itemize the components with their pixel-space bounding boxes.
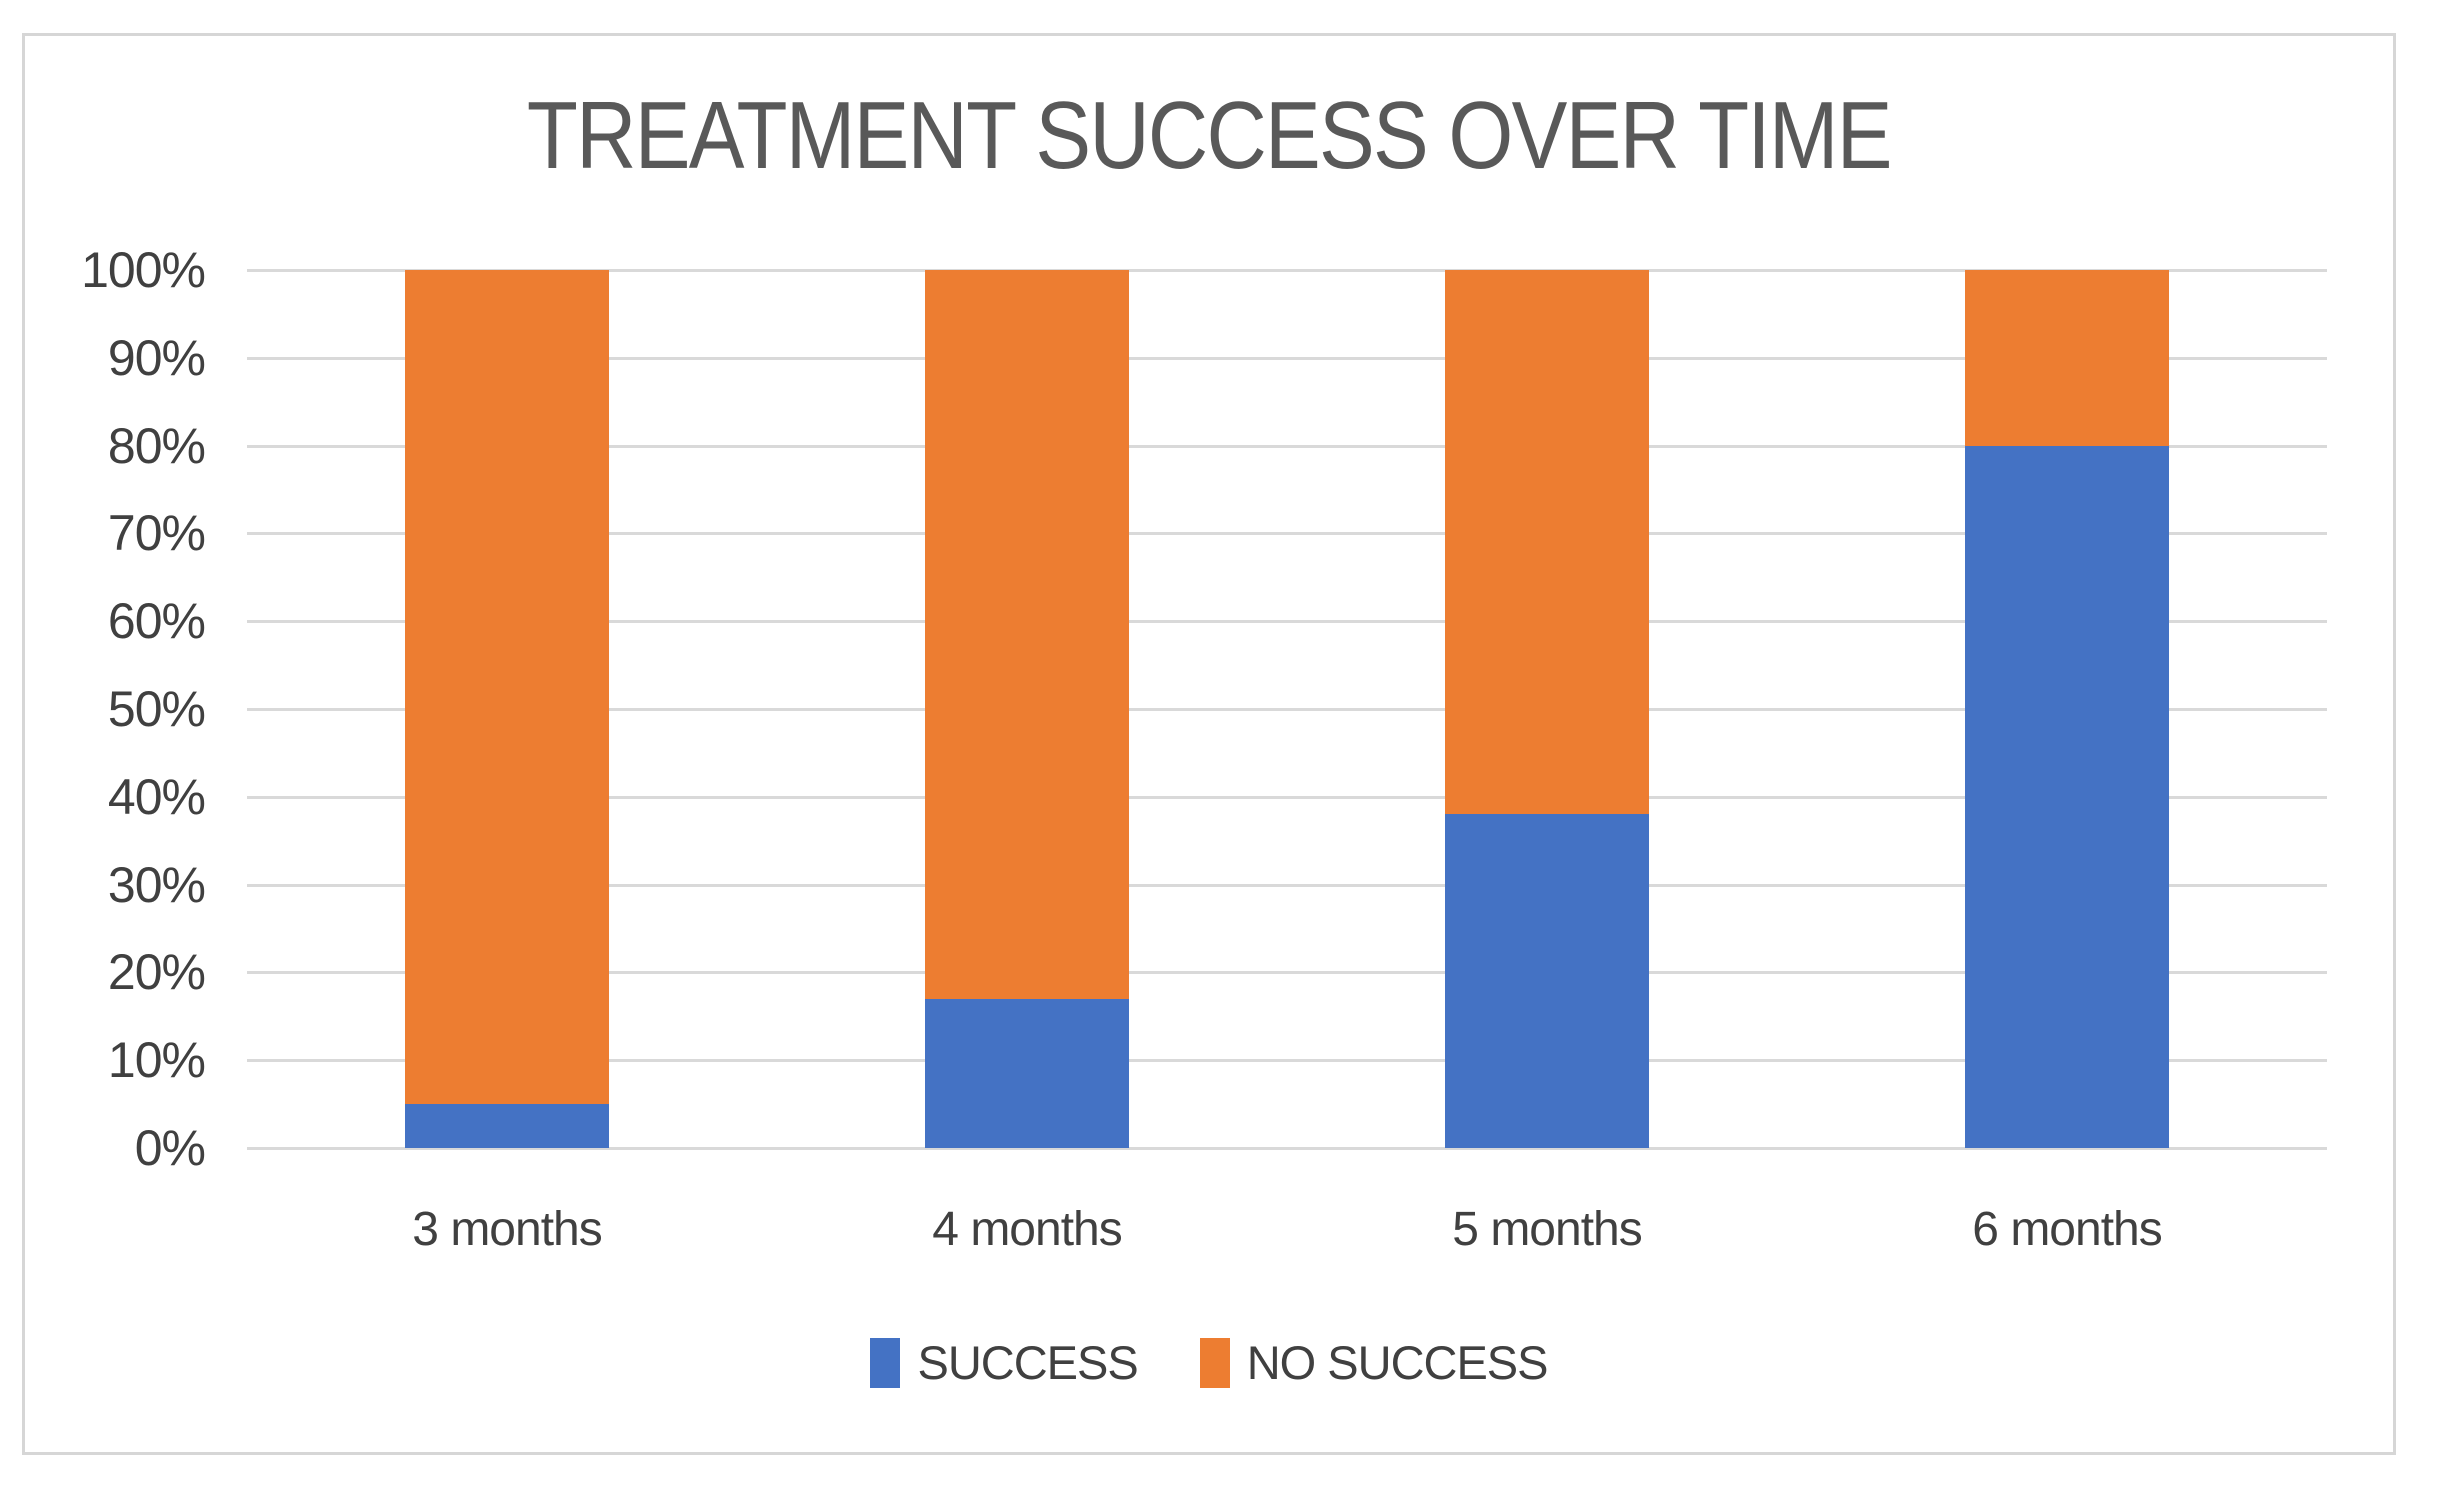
x-category-label: 6 months: [1972, 1203, 2162, 1256]
bar-segment-no-success: [1965, 270, 2169, 446]
x-category-label: 3 months: [412, 1203, 602, 1256]
legend-item: NO SUCCESS: [1199, 1336, 1549, 1389]
gridline: [247, 356, 2327, 360]
gridline: [247, 795, 2327, 799]
bar-segment-no-success: [405, 270, 609, 1105]
bar-segment-success: [1965, 445, 2169, 1148]
y-tick-label: 40%: [107, 768, 206, 825]
bar-segment-success: [405, 1104, 609, 1148]
x-category-label: 4 months: [932, 1203, 1122, 1256]
legend-swatch-icon: [870, 1338, 901, 1388]
gridline: [247, 971, 2327, 975]
gridline: [247, 269, 2327, 272]
bar-segment-success: [925, 998, 1129, 1148]
y-tick-label: 30%: [107, 856, 206, 913]
y-tick-label: 10%: [107, 1032, 206, 1089]
chart-title-text: TREATMENT SUCCESS OVER TIME: [527, 82, 1893, 189]
y-tick-label: 60%: [107, 593, 206, 650]
x-category-label: 5 months: [1452, 1203, 1642, 1256]
legend-label: NO SUCCESS: [1246, 1336, 1549, 1389]
bar-segment-no-success: [925, 270, 1129, 999]
gridline: [247, 620, 2327, 624]
gridline: [247, 532, 2327, 536]
y-tick-label: 50%: [107, 681, 206, 737]
bar-segment-no-success: [1445, 270, 1649, 815]
gridline: [247, 1147, 2327, 1150]
y-tick-label: 70%: [107, 505, 206, 562]
legend: SUCCESS NO SUCCESS: [22, 1338, 2396, 1388]
bar-segment-success: [1445, 814, 1649, 1148]
gridline: [247, 1059, 2327, 1063]
legend-swatch-icon: [1199, 1338, 1230, 1388]
y-tick-label: 80%: [107, 417, 206, 474]
y-tick-label: 100%: [81, 242, 206, 298]
gridline: [247, 444, 2327, 448]
legend-label: SUCCESS: [917, 1336, 1138, 1389]
y-tick-label: 20%: [107, 944, 206, 1001]
chart-title: TREATMENT SUCCESS OVER TIME: [22, 82, 2396, 189]
y-tick-label: 0%: [134, 1120, 206, 1176]
legend-item: SUCCESS: [870, 1336, 1139, 1389]
y-tick-label: 90%: [107, 329, 206, 386]
gridline: [247, 883, 2327, 887]
gridline: [247, 708, 2327, 711]
